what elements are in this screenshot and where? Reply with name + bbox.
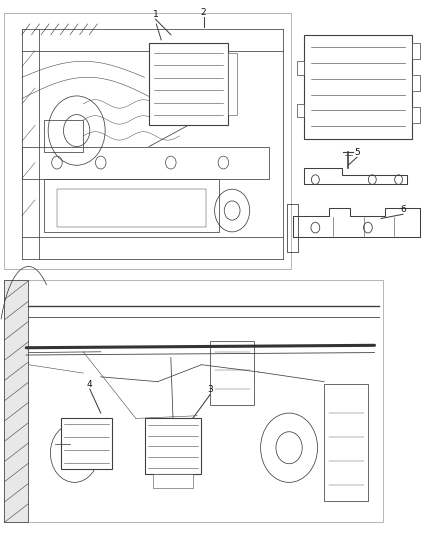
Bar (210, 341, 254, 405)
Bar (61, 418, 112, 469)
Text: 2: 2 (201, 8, 206, 17)
Text: 4: 4 (87, 380, 92, 389)
Bar (304, 35, 412, 139)
Bar (4, 280, 28, 522)
Bar (44, 179, 219, 232)
Bar (228, 53, 237, 115)
Text: 1: 1 (152, 10, 159, 19)
Bar (44, 120, 83, 152)
Bar (153, 474, 193, 488)
Bar (57, 189, 206, 227)
Text: 6: 6 (400, 205, 406, 214)
Bar (412, 75, 420, 91)
Bar (297, 104, 304, 117)
Text: 5: 5 (354, 148, 360, 157)
Bar (324, 384, 368, 501)
Bar (412, 107, 420, 123)
Bar (22, 147, 269, 179)
Bar (149, 43, 228, 125)
Bar (412, 43, 420, 59)
Bar (287, 204, 298, 252)
Bar (297, 61, 304, 75)
Bar (145, 418, 201, 474)
Bar (4, 13, 291, 269)
Text: 3: 3 (207, 385, 213, 394)
Bar (4, 280, 383, 522)
